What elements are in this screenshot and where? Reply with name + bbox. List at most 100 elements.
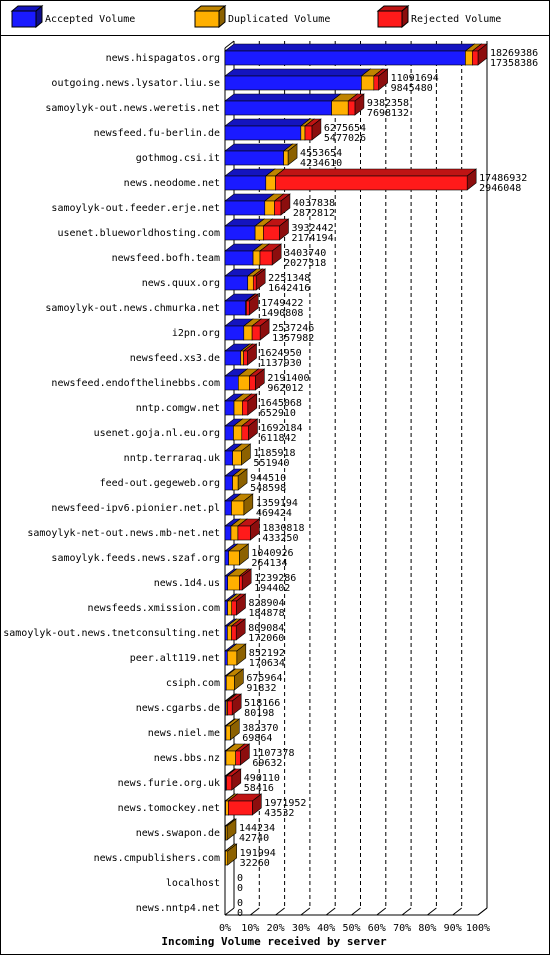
total-label: 1040926 [251,548,293,559]
accepted-label: 9845480 [391,83,433,94]
accepted-label: 69632 [252,758,282,769]
total-label: 0 [237,898,243,909]
bar [263,225,280,241]
total-label: 9382358 [367,98,409,109]
bar [224,475,233,491]
bar [224,150,284,166]
y-tick-label: newsfeed.xs3.de [130,353,220,364]
accepted-label: 5477026 [324,133,366,144]
accepted-label: 80198 [244,708,274,719]
bar [224,575,228,591]
bar-segment [224,43,476,66]
bar [252,275,257,291]
bar [227,575,240,591]
total-label: 1624950 [260,348,302,359]
tick-mark [351,907,361,916]
bar-segment [237,518,261,541]
bar-segment [231,443,252,466]
bar [249,375,256,391]
y-tick-label: news.swapon.de [136,828,220,839]
bar-segment [252,268,267,291]
y-tick-label: news.cmpublishers.com [94,853,220,864]
x-tick-label: 40% [317,923,335,934]
total-label: 1645068 [260,398,302,409]
bar [241,425,249,441]
bar [231,625,237,641]
bar [465,50,473,66]
bar [225,675,235,691]
x-tick-label: 90% [444,923,462,934]
x-tick-label: 0% [219,923,231,934]
bar [224,275,249,291]
bar-segment [224,818,237,841]
accepted-label: 43532 [264,808,294,819]
bar [235,750,241,766]
bar [230,525,239,541]
accepted-label: 42740 [239,833,269,844]
bar [224,650,228,666]
total-label: 828904 [248,598,284,609]
accepted-label: 17358386 [490,58,538,69]
bar-segment [248,368,266,391]
y-tick-label: nntp.terraraq.uk [124,453,220,464]
tick-mark [300,907,311,916]
bar-segment [273,193,291,216]
x-tick-label: 70% [393,923,411,934]
bar [239,575,243,591]
y-tick-label: peer.alt119.net [130,653,220,664]
bar [274,200,282,216]
accepted-label: 184878 [248,608,284,619]
bar-segment [230,593,247,616]
bar-segment [304,118,322,141]
bar [224,625,228,641]
bar-segment [234,743,251,766]
bar [224,425,234,441]
total-label: 4553654 [300,148,342,159]
bar [224,550,229,566]
tick-mark [224,907,235,916]
bar-segment [262,218,290,241]
total-label: 518166 [244,698,280,709]
bar [231,500,245,516]
bar-segment [224,93,342,116]
bar [232,475,239,491]
legend-swatch [11,10,37,28]
bar-segment [231,468,248,491]
bar [228,550,240,566]
accepted-label: 1490808 [261,308,303,319]
bar [224,75,362,91]
accepted-label: 962012 [267,383,303,394]
bar-segment [224,143,294,166]
bar [224,100,332,116]
total-label: 4037838 [293,198,335,209]
accepted-label: 2174194 [291,233,333,244]
accepted-label: 2872812 [293,208,335,219]
bar [233,400,243,416]
y-tick-label: csiph.com [166,678,220,689]
bar [304,125,313,141]
bar-segment [227,543,250,566]
bar-segment [225,668,245,691]
accepted-label: 58416 [244,783,274,794]
y-tick-label: samoylyk-out.feeder.erje.net [51,203,220,214]
total-label: 11091694 [391,73,439,84]
y-tick-label: samoylyk-out.news.weretis.net [45,103,220,114]
total-label: 1692184 [260,423,302,434]
accepted-label: 32260 [240,858,270,869]
bar [228,800,253,816]
tick-mark [427,907,437,916]
total-label: 2537246 [272,323,314,334]
total-label: 809084 [248,623,284,634]
total-label: 3932442 [291,223,333,234]
bar-segment [230,493,254,516]
bar [227,625,232,641]
bar [224,200,266,216]
bar-segment [224,843,238,866]
bar [331,100,349,116]
y-tick-label: localhost [166,878,220,889]
bar [224,300,246,316]
accepted-label: 264134 [251,558,287,569]
accepted-label: 2027318 [284,258,326,269]
y-tick-label: newsfeeds.xmission.com [88,603,220,614]
bar-segment [226,643,247,666]
